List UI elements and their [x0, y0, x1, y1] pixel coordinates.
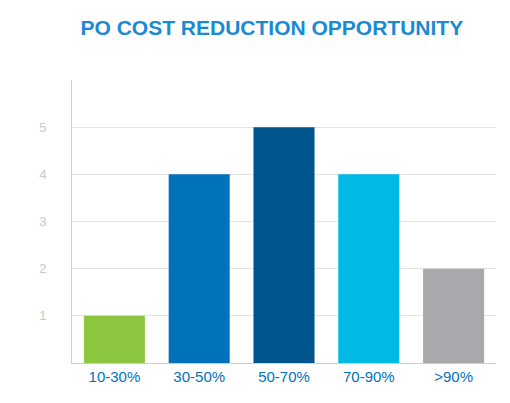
svg-text:2: 2: [39, 261, 46, 276]
svg-text:5: 5: [39, 120, 46, 135]
svg-text:10-30%: 10-30%: [89, 368, 141, 385]
svg-text:PO COST REDUCTION OPPORTUNITY: PO COST REDUCTION OPPORTUNITY: [80, 16, 463, 39]
svg-text:70-90%: 70-90%: [343, 368, 395, 385]
svg-text:1: 1: [39, 308, 46, 323]
svg-text:>90%: >90%: [434, 368, 473, 385]
svg-text:4: 4: [39, 167, 46, 182]
svg-text:3: 3: [39, 214, 46, 229]
svg-text:30-50%: 30-50%: [173, 368, 225, 385]
svg-text:50-70%: 50-70%: [258, 368, 310, 385]
